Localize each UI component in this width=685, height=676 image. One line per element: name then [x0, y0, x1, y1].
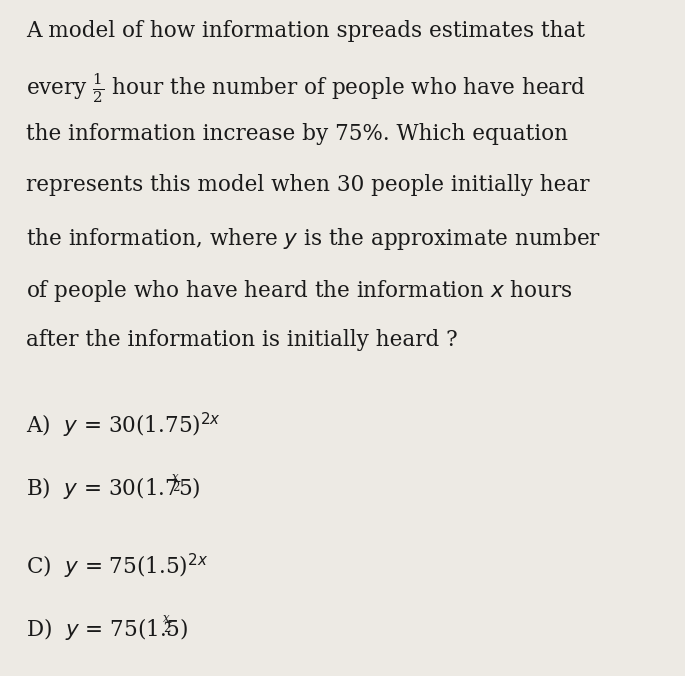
Text: D)  $y$ = 75(1.5): D) $y$ = 75(1.5)	[26, 616, 188, 642]
Text: 2: 2	[172, 481, 179, 494]
Text: every $\mathregular{\frac{1}{2}}$ hour the number of people who have heard: every $\mathregular{\frac{1}{2}}$ hour t…	[26, 71, 586, 105]
Text: x: x	[163, 612, 169, 625]
Text: after the information is initially heard ?: after the information is initially heard…	[26, 329, 458, 352]
Text: the information increase by 75%. Which equation: the information increase by 75%. Which e…	[26, 123, 568, 145]
Text: C)  $y$ = 75(1.5)$^{2x}$: C) $y$ = 75(1.5)$^{2x}$	[26, 552, 208, 581]
Text: B)  $y$ = 30(1.75): B) $y$ = 30(1.75)	[26, 475, 201, 501]
Text: represents this model when 30 people initially hear: represents this model when 30 people ini…	[26, 174, 590, 197]
Text: the information, where $y$ is the approximate number: the information, where $y$ is the approx…	[26, 226, 601, 252]
Text: A)  $y$ = 30(1.75)$^{2x}$: A) $y$ = 30(1.75)$^{2x}$	[26, 411, 221, 440]
Text: 2: 2	[163, 623, 170, 635]
Text: of people who have heard the information $x$ hours: of people who have heard the information…	[26, 278, 573, 304]
Text: A model of how information spreads estimates that: A model of how information spreads estim…	[26, 20, 585, 41]
Text: x: x	[172, 470, 178, 484]
